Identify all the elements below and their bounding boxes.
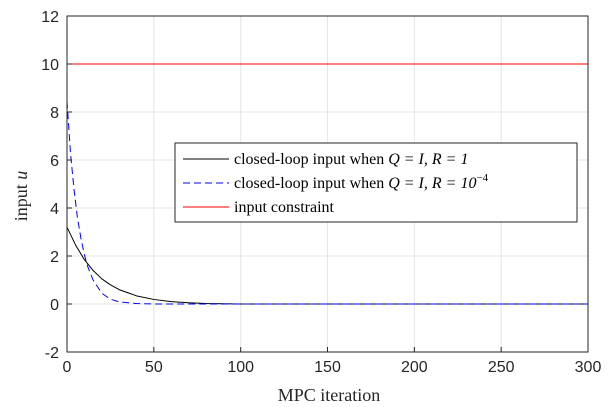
x-tick-label: 50 xyxy=(145,359,163,376)
y-tick-label: -2 xyxy=(45,345,59,362)
y-tick-label: 2 xyxy=(50,249,59,266)
x-tick-label: 0 xyxy=(63,359,72,376)
y-tick-label: 12 xyxy=(41,9,59,26)
y-axis-label-var: u xyxy=(11,171,31,180)
legend-entry-series-2: closed-loop input when Q = I, R = 10−4 xyxy=(234,172,489,192)
y-axis-label-text: input xyxy=(11,184,31,221)
y-tick-label: 6 xyxy=(50,153,59,170)
x-tick-label: 250 xyxy=(488,359,515,376)
legend-entry-series-1: closed-loop input when Q = I, R = 1 xyxy=(234,151,468,168)
series-line-2 xyxy=(66,101,588,305)
x-axis-label: MPC iteration xyxy=(278,385,381,405)
y-tick-label: 10 xyxy=(41,57,59,74)
y-tick-label: 4 xyxy=(50,201,59,218)
x-tick-label: 300 xyxy=(575,359,602,376)
y-axis-label: input u xyxy=(11,171,31,222)
series-lines xyxy=(66,63,588,305)
x-tick-label: 200 xyxy=(401,359,428,376)
legend: closed-loop input when Q = I, R = 1 clos… xyxy=(174,142,578,223)
y-tick-label: 8 xyxy=(50,105,59,122)
legend-box xyxy=(174,142,578,223)
y-tick-label: 0 xyxy=(50,297,59,314)
x-tick-label: 100 xyxy=(227,359,254,376)
x-tick-label: 150 xyxy=(314,359,341,376)
legend-entry-series-3: input constraint xyxy=(234,199,335,216)
